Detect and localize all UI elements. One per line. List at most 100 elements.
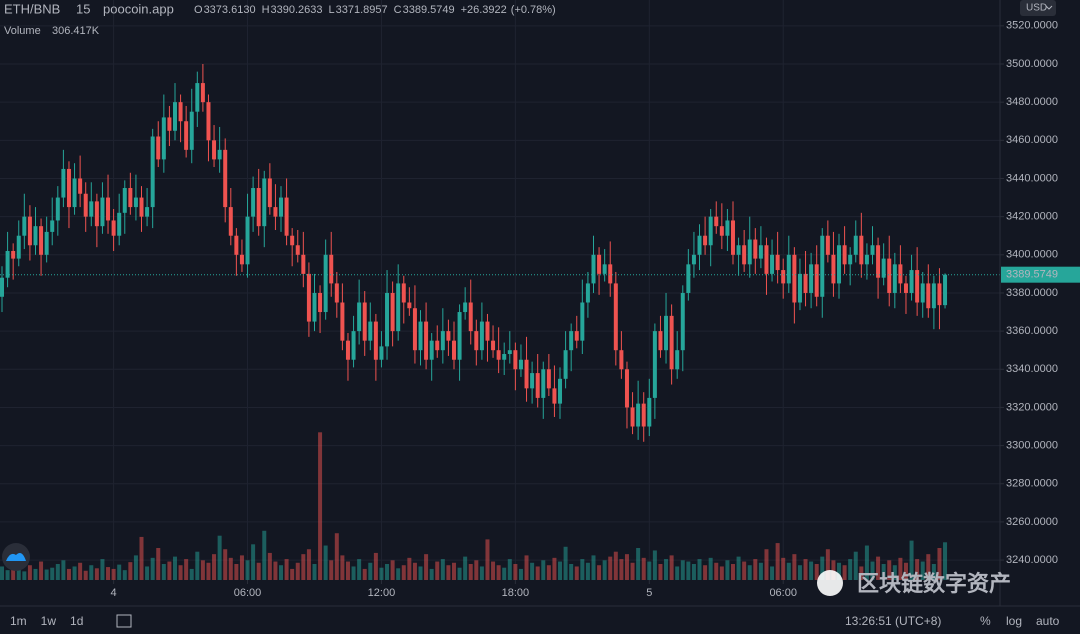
candle-body: [106, 197, 111, 221]
candle-body: [72, 178, 77, 208]
volume-bar: [61, 560, 66, 580]
candle-body: [111, 220, 116, 236]
watermark: 区块链数字资产: [857, 571, 1011, 596]
candle-body: [122, 188, 127, 213]
candle-body: [429, 340, 434, 360]
candle-body: [0, 277, 5, 297]
volume-bar: [212, 554, 217, 580]
candle-body: [66, 168, 71, 208]
candle-body: [820, 235, 825, 297]
volume-bar: [775, 543, 780, 580]
candle-body: [747, 239, 752, 265]
range-button[interactable]: 1m: [10, 614, 27, 628]
volume-bar: [530, 562, 535, 580]
y-tick-label: 3280.0000: [1006, 478, 1058, 490]
legend-value: 3390.2633: [271, 4, 323, 16]
candle-body: [842, 245, 847, 265]
volume-bar: [730, 564, 735, 580]
candle-body: [5, 250, 10, 278]
volume-bar: [66, 568, 71, 580]
candle-body: [161, 117, 166, 160]
candle-body: [937, 283, 942, 306]
candle-body: [624, 369, 629, 408]
volume-bar: [39, 561, 44, 580]
volume-bar: [597, 565, 602, 580]
volume-bar: [318, 432, 323, 580]
candle-body: [781, 270, 786, 284]
range-button[interactable]: 1d: [70, 614, 83, 628]
volume-bar: [758, 562, 763, 580]
volume-bar: [915, 559, 920, 580]
currency[interactable]: USD: [1026, 3, 1047, 14]
candle-body: [418, 321, 423, 351]
volume-bar: [658, 564, 663, 580]
compare-icon[interactable]: [116, 614, 132, 628]
candle-body: [563, 350, 568, 379]
volume-bar: [502, 567, 507, 580]
candle-body: [340, 302, 345, 341]
range-button[interactable]: 1w: [41, 614, 57, 628]
candle-body: [864, 254, 869, 265]
candle-body: [591, 254, 596, 284]
log-button[interactable]: log: [1006, 614, 1022, 628]
auto-button[interactable]: auto: [1036, 614, 1060, 628]
candle-body: [691, 254, 696, 265]
candle-body: [931, 283, 936, 309]
candle-body: [401, 283, 406, 303]
candle-body: [920, 283, 925, 303]
candle-body: [725, 220, 730, 236]
volume-bar: [440, 559, 445, 580]
volume-bar: [675, 566, 680, 580]
candle-body: [117, 212, 122, 236]
currency-button[interactable]: [1020, 0, 1056, 16]
volume-bar: [412, 562, 417, 580]
candle-body: [94, 201, 99, 227]
volume-bar: [837, 562, 842, 580]
volume-bar: [0, 566, 5, 580]
candle-body: [251, 188, 256, 217]
candle-body: [373, 321, 378, 360]
volume-bar: [714, 562, 719, 580]
percent-button[interactable]: %: [980, 614, 991, 628]
y-tick-label: 3440.0000: [1006, 172, 1058, 184]
candle-body: [11, 250, 16, 259]
volume-bar: [558, 561, 563, 580]
volume-bar: [864, 545, 869, 580]
candle-body: [318, 292, 323, 313]
volume-bar: [150, 557, 155, 580]
volume-bar: [167, 561, 172, 580]
candle-body: [535, 373, 540, 398]
volume-bar: [78, 562, 83, 580]
candle-body: [558, 378, 563, 404]
volume-bar: [373, 552, 378, 580]
volume-bar: [284, 559, 289, 580]
volume-bar: [630, 562, 635, 580]
candle-body: [652, 331, 657, 398]
candle-body: [825, 235, 830, 255]
volume-bar: [803, 559, 808, 580]
volume-bar: [647, 561, 652, 580]
candle-body: [128, 188, 133, 208]
volume-bar: [362, 568, 367, 580]
volume-bar: [943, 542, 948, 580]
volume-bar: [931, 564, 936, 580]
volume-bar: [742, 561, 747, 580]
last-price-label: 3389.5749: [1006, 269, 1058, 281]
volume-bar: [786, 562, 791, 580]
candle-body: [172, 102, 177, 131]
candle-body: [597, 254, 602, 274]
candle-body: [775, 254, 780, 271]
candle-body: [329, 254, 334, 284]
legend-change-pct: (+0.78%): [511, 4, 556, 16]
volume-bar: [485, 539, 490, 580]
volume-bar: [574, 566, 579, 580]
candle-body: [831, 254, 836, 284]
volume-bar: [926, 554, 931, 580]
candle-body: [200, 83, 205, 103]
y-tick-label: 3360.0000: [1006, 325, 1058, 337]
candle-body: [267, 178, 272, 208]
volume-bar: [686, 561, 691, 580]
candle-body: [502, 354, 507, 360]
candle-body: [89, 201, 94, 217]
